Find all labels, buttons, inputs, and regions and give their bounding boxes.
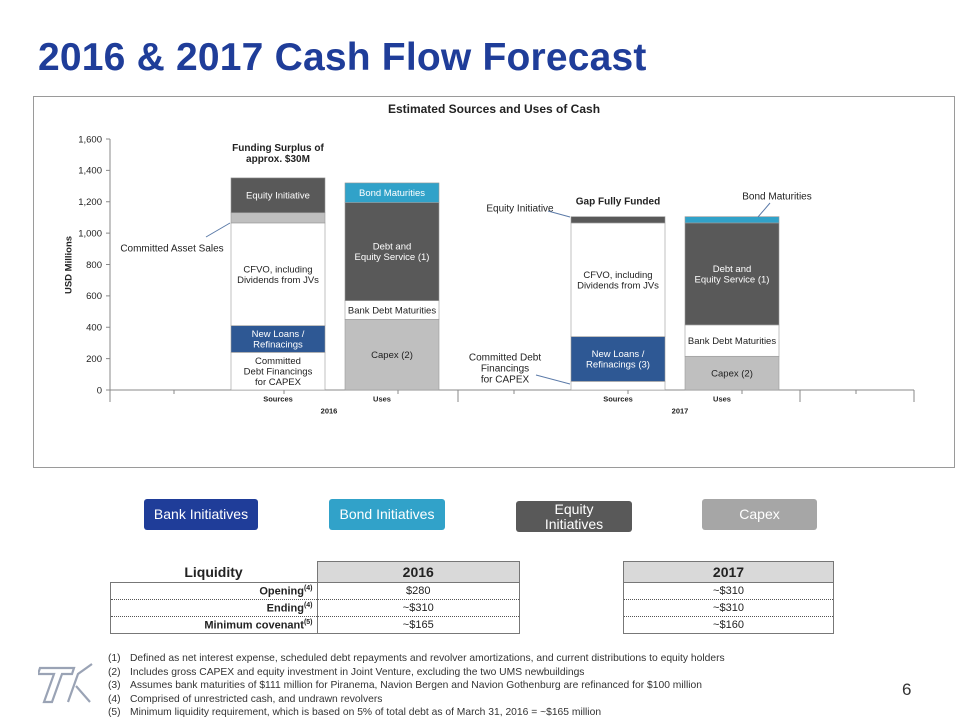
footnote: (5) Minimum liquidity requirement, which … [108,707,602,719]
y-tick-label: 800 [86,260,102,271]
segment-label: Bank Debt Maturities [348,305,436,316]
annotation-committed-asset-sales: Committed Asset Sales [120,244,223,255]
y-tick-label: 1,400 [78,166,102,177]
leader-line [535,374,571,385]
legend-capex: Capex [702,499,817,530]
annotation-bond-maturities: Bond Maturities [742,192,811,203]
footnote: (1) Defined as net interest expense, sche… [108,653,725,664]
page-number: 6 [902,680,912,699]
y-axis-label: USD Millions [63,236,74,294]
bar-segment [570,336,666,382]
row-label: Minimum covenant(5) [110,616,318,634]
segment-label: Capex (2) [711,368,753,379]
annotation-funding-surplus: Funding Surplus of approx. $30M [232,143,324,165]
row-label: Ending(4) [110,599,318,617]
row-value: ~$165 [316,616,520,634]
table-row: Minimum covenant(5) ~$165 [110,616,520,634]
leader-line [757,202,771,218]
teekay-logo-icon [38,663,93,704]
segment-label: Debt and Equity Service (1) [695,264,770,285]
y-tick-label: 0 [97,385,102,396]
segment-label: CFVO, including Dividends from JVs [577,270,659,291]
x-group-label: 2016 [321,407,338,416]
segment-label: Bank Debt Maturities [688,336,776,347]
segment-label: CFVO, including Dividends from JVs [237,264,319,285]
liquidity-table-2017: 2017 ~$310 ~$310 ~$160 [623,561,834,634]
col-2016-header: 2016 [316,561,520,583]
segment-label: Bond Maturities [359,188,425,199]
bar-segment [230,222,326,326]
leader-line [205,222,231,238]
segment-label: Debt and Equity Service (1) [355,242,430,263]
y-tick-label: 1,200 [78,197,102,208]
footnotes: (1) Defined as net interest expense, sche… [108,652,725,720]
table-row: ~$310 [623,599,834,617]
y-tick-label: 600 [86,291,102,302]
legend-bond-initiatives: Bond Initiatives [329,499,445,530]
chart-title: Estimated Sources and Uses of Cash [388,102,600,116]
y-tick-label: 400 [86,323,102,334]
annotation-gap-funded: Gap Fully Funded [576,197,660,208]
footnote: (3) Assumes bank maturities of $111 milli… [108,680,702,692]
bar-segment [230,325,326,353]
liquidity-table-2016: Liquidity 2016 Opening(4) $280 Ending(4)… [110,561,520,634]
y-tick-label: 1,000 [78,228,102,239]
footnote: (4) Comprised of unrestricted cash, and u… [108,693,383,705]
bar-segment [344,319,440,391]
x-category-label: Sources [603,395,633,404]
cash-flow-chart: Estimated Sources and Uses of Cash 0 200 40… [33,96,955,468]
bar-segment [570,381,666,391]
footnote: (2) Includes gross CAPEX and equity inves… [108,666,585,678]
table-row: ~$160 [623,616,834,634]
row-value: ~$310 [316,599,520,617]
bar-segment [684,222,780,326]
table-row: Ending(4) ~$310 [110,599,520,617]
segment-label: New Loans / Refinacings (3) [586,349,650,370]
table-row: ~$310 [623,582,834,600]
legend-equity-initiatives: Equity Initiatives [516,501,632,532]
liquidity-header: Liquidity [110,561,317,583]
row-label: Opening(4) [110,582,318,600]
x-category-label: Sources [263,395,293,404]
bar-segment [230,177,326,214]
bar-segment [570,216,666,224]
bar-segment [230,212,326,224]
annotation-committed-debt: Committed Debt Financings for CAPEX [469,353,541,386]
bar-segment [684,216,780,224]
col-2017-header: 2017 [623,561,834,583]
x-category-label: Uses [713,395,731,404]
bar-segment [230,352,326,391]
segment-label: New Loans / Refinacings [252,329,305,350]
row-value: ~$310 [623,582,834,600]
x-category-label: Uses [373,395,391,404]
leader-line [547,210,571,218]
x-group-label: 2017 [672,407,689,416]
bar-segment [344,202,440,301]
bar-segment [570,222,666,337]
y-tick-label: 1,600 [78,134,102,145]
row-value: ~$160 [623,616,834,634]
segment-label: Capex (2) [371,350,413,361]
row-value: ~$310 [623,599,834,617]
annotation-equity-initiative: Equity Initiative [486,204,554,215]
table-row: Opening(4) $280 [110,582,520,600]
row-value: $280 [316,582,520,600]
chart-svg: Estimated Sources and Uses of Cash 0 200 40… [63,102,915,416]
segment-label: Equity Initiative [246,191,310,202]
segment-label: Committed Debt Financings for CAPEX [244,356,313,388]
bar-segment [344,182,440,203]
y-tick-label: 200 [86,354,102,365]
page-title: 2016 & 2017 Cash Flow Forecast [38,36,647,79]
legend-bank-initiatives: Bank Initiatives [144,499,258,530]
